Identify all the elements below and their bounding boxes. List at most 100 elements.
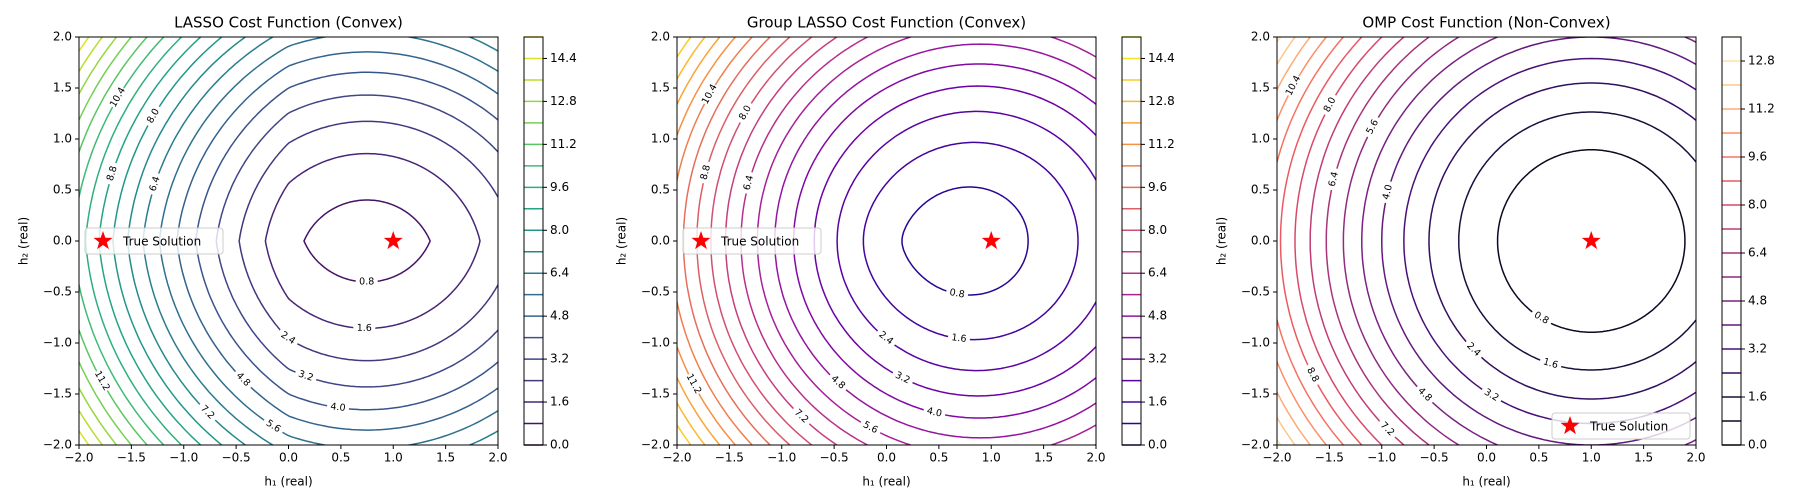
contour-label-bg: [293, 366, 319, 386]
x-tick-label: −2.0: [1262, 451, 1291, 465]
x-tick-label: 1.5: [1634, 451, 1653, 465]
colorbar-tick-label: 11.2: [1148, 137, 1175, 151]
colorbar-tick-label: 8.0: [1148, 223, 1167, 237]
contour-line: [1496, 149, 1686, 333]
contour-label: 8.8: [699, 164, 713, 181]
y-tick-label: −2.0: [43, 438, 72, 452]
contour-line: [1361, 37, 1696, 445]
x-tick-label: 2.0: [488, 451, 507, 465]
contour-label-bg: [1362, 114, 1384, 140]
contour-label-bg: [857, 417, 883, 439]
legend-marker: [1560, 416, 1580, 435]
contour-line: [1277, 37, 1345, 445]
y-tick-label: 0.5: [1251, 183, 1270, 197]
x-tick-label: 1.0: [982, 451, 1001, 465]
x-axis-label: h₁ (real): [862, 475, 910, 489]
x-tick-label: 0.5: [331, 451, 350, 465]
contour-label-bg: [734, 100, 757, 126]
contour-label-bg: [103, 161, 122, 186]
contour-label-bg: [683, 371, 705, 397]
x-tick-label: 1.5: [436, 451, 455, 465]
contour-line: [901, 186, 1029, 296]
contour-label-bg: [1379, 180, 1397, 205]
contour-line: [1309, 37, 1406, 445]
contour-label-bg: [1528, 307, 1554, 329]
y-tick-label: 0.0: [1251, 234, 1270, 248]
contour-label-bg: [326, 400, 350, 415]
contour-label: 6.4: [742, 174, 756, 191]
y-tick-label: −0.5: [641, 285, 670, 299]
contour-label: 0.8: [359, 276, 374, 287]
colorbar-tick-label: 4.8: [1148, 309, 1167, 323]
true-solution-marker: [1581, 231, 1601, 250]
colorbar-tick-label: 8.0: [1748, 198, 1767, 212]
contour-label-bg: [789, 404, 814, 429]
legend-label: True Solution: [720, 235, 799, 249]
contour-line: [1458, 111, 1696, 371]
x-tick-label: −1.5: [715, 451, 744, 465]
colorbar-tick-label: 0.0: [550, 438, 569, 452]
contour-label-bg: [1319, 92, 1341, 118]
colorbar-tick-label: 3.2: [1148, 352, 1167, 366]
contour-line: [862, 141, 1079, 341]
contour-line: [1277, 37, 1282, 445]
x-tick-label: 0.0: [877, 451, 896, 465]
x-tick-label: 0.5: [929, 451, 948, 465]
legend-box: [682, 227, 822, 255]
contour-label-bg: [890, 367, 916, 389]
contour-line: [836, 110, 1096, 372]
x-tick-label: −1.5: [1315, 451, 1344, 465]
contour-label: 4.0: [1381, 184, 1395, 201]
colorbar-tick-label: 11.2: [550, 137, 577, 151]
y-tick-label: 1.5: [53, 81, 72, 95]
y-tick-label: 1.0: [53, 132, 72, 146]
contour-label: 1.6: [1542, 356, 1560, 371]
y-tick-label: 2.0: [651, 30, 670, 44]
x-axis-label: h₁ (real): [264, 475, 312, 489]
x-tick-label: 1.0: [384, 451, 403, 465]
y-tick-label: −0.5: [43, 285, 72, 299]
contour-line: [1277, 37, 1328, 445]
contour-line: [1277, 37, 1312, 445]
colorbar-tick-label: 9.6: [550, 180, 569, 194]
x-tick-label: −0.5: [820, 451, 849, 465]
y-tick-label: 1.5: [1251, 81, 1270, 95]
colorbar-tick-label: 9.6: [1748, 150, 1767, 164]
x-tick-label: 0.0: [1477, 451, 1496, 465]
contour-label-bg: [1461, 337, 1486, 362]
legend-box: [1551, 412, 1691, 440]
colorbar-tick-label: 12.8: [1148, 94, 1175, 108]
contours: 0.81.62.43.24.04.85.66.47.28.08.810.4: [1277, 37, 1696, 445]
contour-label: 0.8: [949, 287, 966, 300]
y-tick-label: 2.0: [53, 30, 72, 44]
contour-line: [1381, 37, 1696, 445]
contour-line: [756, 37, 1096, 445]
y-tick-label: 0.0: [651, 234, 670, 248]
contour-label-bg: [1412, 382, 1437, 407]
contour-label-bg: [1325, 167, 1343, 192]
contour-label-bg: [922, 404, 947, 421]
contour-label-bg: [1282, 73, 1304, 99]
colorbar-tick-label: 6.4: [1748, 246, 1767, 260]
contour-line: [1279, 37, 1363, 445]
contour-label: 6.4: [1327, 171, 1341, 188]
contour-label-bg: [230, 367, 256, 392]
x-tick-label: 2.0: [1086, 451, 1105, 465]
y-tick-label: −0.5: [1241, 285, 1270, 299]
contour-line: [303, 199, 431, 283]
y-tick-label: −1.5: [641, 387, 670, 401]
contour-line: [238, 120, 498, 362]
contour-label: 8.8: [105, 165, 120, 183]
y-tick-label: 0.5: [53, 183, 72, 197]
contour-label-bg: [275, 327, 301, 350]
y-axis-label: h₂ (real): [615, 217, 629, 265]
contour-label-bg: [1302, 362, 1324, 388]
colorbar-tick-label: 4.8: [550, 309, 569, 323]
x-tick-label: 0.0: [279, 451, 298, 465]
y-tick-label: −1.0: [1241, 336, 1270, 350]
legend-marker: [93, 231, 113, 250]
contour-label: 4.0: [926, 406, 943, 420]
colorbar-tick-label: 3.2: [1748, 342, 1767, 356]
y-tick-label: 0.5: [651, 183, 670, 197]
